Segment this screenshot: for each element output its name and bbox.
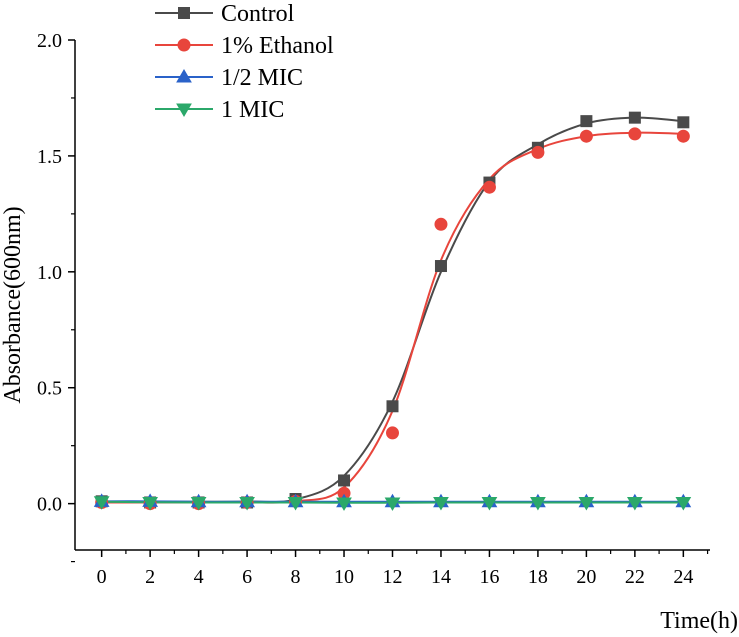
x-tick-label: 24 xyxy=(673,566,693,588)
point-control xyxy=(386,400,399,413)
legend-marker-1-mic xyxy=(176,103,192,117)
x-axis-ticks: 0 2 4 6 8 10 12 14 16 18 20 22 24 xyxy=(97,550,709,588)
y-tick-label: 1.5 xyxy=(37,146,62,168)
x-tick-label: 2 xyxy=(145,566,155,588)
x-tick-label: 12 xyxy=(383,566,403,588)
point-1-mic xyxy=(433,496,449,511)
legend-label-1-2-mic: 1/2 MIC xyxy=(221,65,303,91)
point-1-mic xyxy=(530,496,546,511)
point-1-mic xyxy=(287,496,304,511)
y-axis-title: Absorbance(600nm) xyxy=(0,206,26,403)
curve-control xyxy=(101,116,684,503)
legend-marker-control xyxy=(178,7,190,19)
point-control xyxy=(580,115,593,128)
point-1-mic xyxy=(384,497,401,511)
legend-label-control: Control xyxy=(221,1,295,27)
legend-label-1-mic: 1 MIC xyxy=(221,97,284,123)
point-1-mic xyxy=(481,496,498,511)
y-tick-label: 2.0 xyxy=(37,30,62,52)
legend-marker-1-2-mic xyxy=(176,69,192,83)
x-tick-label: 16 xyxy=(479,566,499,588)
point-1-mic xyxy=(336,497,352,511)
point-1-mic xyxy=(239,496,255,511)
y-tick-label: 1.0 xyxy=(37,262,62,284)
x-tick-label: 6 xyxy=(242,566,252,588)
y-axis-ticks: 0.0 0.5 1.0 1.5 2.0 xyxy=(37,30,75,563)
x-tick-label: 20 xyxy=(576,566,596,588)
data-markers xyxy=(93,111,692,511)
fitted-curves xyxy=(101,116,684,504)
x-tick-label: 0 xyxy=(97,566,107,588)
legend-marker-1-ethanol xyxy=(177,38,191,52)
x-tick-label: 8 xyxy=(291,566,301,588)
point-1-ethanol xyxy=(676,129,690,143)
point-1-ethanol xyxy=(579,129,593,143)
point-1-ethanol xyxy=(434,217,448,231)
y-tick-label: 0.0 xyxy=(37,494,62,516)
curve-1-ethanol xyxy=(101,131,684,504)
x-tick-label: 18 xyxy=(528,566,548,588)
axes xyxy=(74,40,710,551)
point-1-mic xyxy=(626,496,643,511)
point-1-ethanol xyxy=(531,145,545,159)
point-control xyxy=(677,116,690,129)
point-1-mic xyxy=(675,496,692,511)
point-control xyxy=(338,474,351,487)
point-1-ethanol xyxy=(628,127,642,141)
y-tick-label: 0.5 xyxy=(37,378,62,400)
x-tick-label: 22 xyxy=(625,566,645,588)
point-1-mic xyxy=(578,496,595,511)
point-1-mic xyxy=(190,496,207,511)
x-tick-label: 4 xyxy=(194,566,204,588)
point-1-ethanol xyxy=(482,180,496,194)
x-tick-label: 14 xyxy=(431,566,451,588)
point-1-mic xyxy=(93,496,110,510)
point-control xyxy=(434,260,447,273)
point-1-mic xyxy=(142,496,159,511)
point-control xyxy=(628,111,641,124)
point-1-ethanol xyxy=(386,426,399,440)
legend-label-1-ethanol: 1% Ethanol xyxy=(221,33,334,59)
legend: Control 1% Ethanol 1/2 MIC 1 MIC xyxy=(155,1,334,123)
x-axis-title: Time(h) xyxy=(660,608,738,634)
x-tick-label: 10 xyxy=(334,566,354,588)
